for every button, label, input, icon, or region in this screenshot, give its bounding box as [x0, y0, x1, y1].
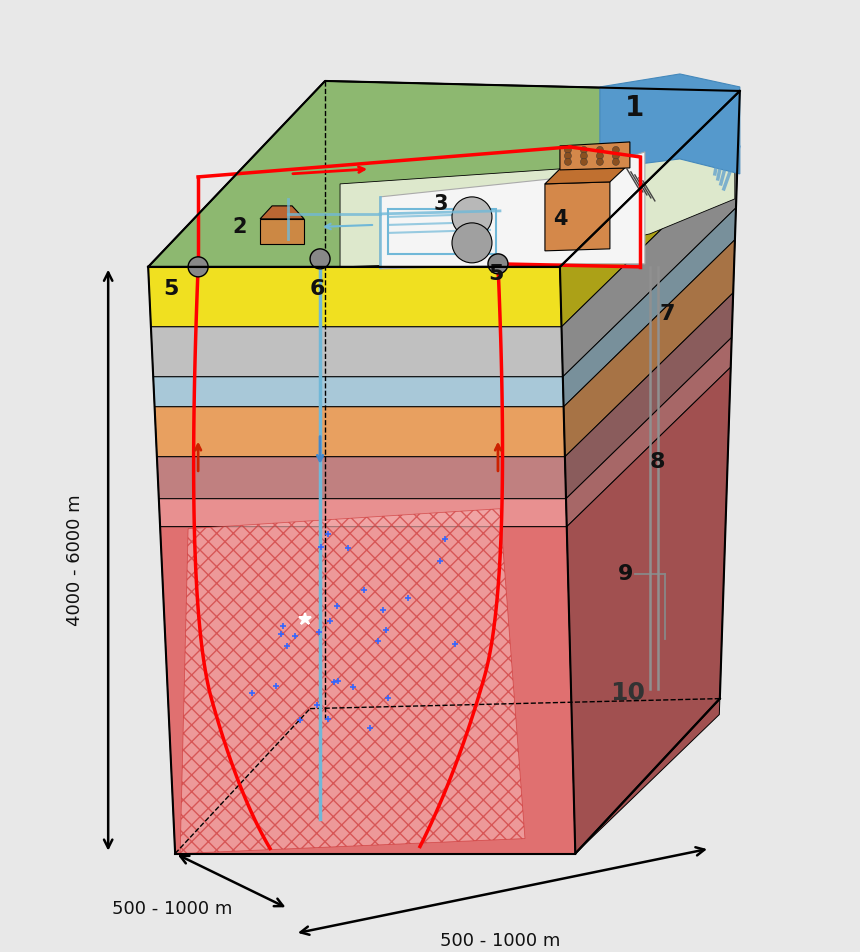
Polygon shape — [562, 155, 738, 377]
Polygon shape — [560, 91, 740, 327]
Text: 5: 5 — [163, 279, 179, 299]
Polygon shape — [160, 527, 575, 854]
Text: 3: 3 — [434, 193, 449, 213]
Text: 4000 - 6000 m: 4000 - 6000 m — [66, 493, 84, 625]
Circle shape — [596, 159, 604, 167]
Polygon shape — [159, 499, 567, 527]
Text: 500 - 1000 m: 500 - 1000 m — [112, 900, 232, 918]
Circle shape — [452, 198, 492, 238]
Text: 8: 8 — [650, 451, 666, 471]
Polygon shape — [563, 241, 735, 457]
Polygon shape — [566, 338, 732, 527]
Polygon shape — [155, 407, 565, 457]
Circle shape — [596, 153, 604, 160]
Polygon shape — [180, 509, 525, 854]
Circle shape — [564, 148, 571, 154]
Text: 10: 10 — [610, 680, 645, 704]
Circle shape — [596, 148, 604, 154]
Polygon shape — [600, 75, 740, 175]
Text: 500 - 1000 m: 500 - 1000 m — [439, 931, 560, 949]
Circle shape — [612, 153, 619, 160]
Text: 7: 7 — [660, 304, 675, 324]
Polygon shape — [148, 82, 740, 268]
Polygon shape — [562, 208, 736, 407]
Polygon shape — [260, 207, 304, 220]
Polygon shape — [150, 327, 562, 377]
Polygon shape — [340, 102, 734, 268]
Polygon shape — [545, 169, 625, 185]
Polygon shape — [565, 293, 734, 499]
Text: 5: 5 — [488, 264, 503, 284]
Polygon shape — [545, 183, 610, 251]
Text: 9: 9 — [617, 563, 633, 583]
Polygon shape — [148, 268, 562, 327]
Text: 4: 4 — [553, 208, 568, 228]
Polygon shape — [153, 377, 563, 407]
Polygon shape — [380, 152, 645, 269]
Circle shape — [564, 159, 571, 167]
Polygon shape — [567, 367, 731, 854]
Polygon shape — [157, 457, 566, 499]
Text: 6: 6 — [310, 279, 326, 299]
Circle shape — [612, 148, 619, 154]
Circle shape — [188, 258, 208, 278]
Circle shape — [580, 148, 587, 154]
Text: 2: 2 — [233, 217, 248, 237]
Circle shape — [564, 153, 571, 160]
Circle shape — [612, 159, 619, 167]
Polygon shape — [260, 220, 304, 245]
Circle shape — [452, 224, 492, 264]
Circle shape — [580, 159, 587, 167]
Text: 1: 1 — [625, 94, 644, 122]
Circle shape — [488, 254, 508, 274]
Polygon shape — [560, 143, 630, 170]
Circle shape — [310, 249, 330, 269]
Circle shape — [580, 153, 587, 160]
